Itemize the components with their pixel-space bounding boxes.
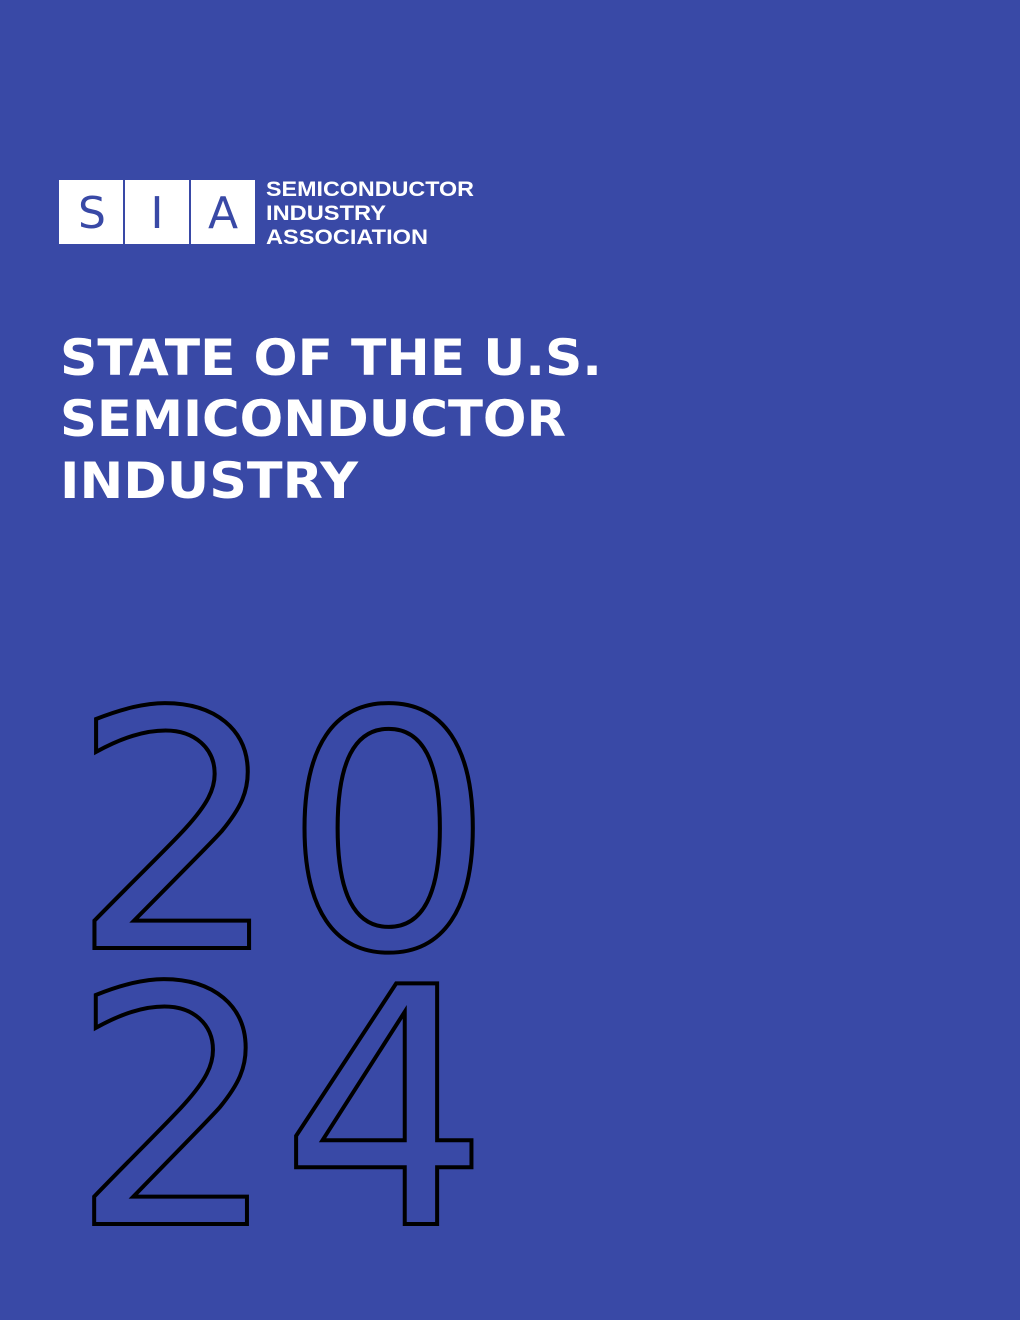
year-line: 20	[70, 642, 495, 1026]
title-line: STATE OF THE U.S.	[60, 329, 602, 387]
logo-text: SEMICONDUCTOR	[266, 178, 474, 201]
year: 20 24	[68, 640, 497, 1304]
logo-letter: A	[208, 188, 238, 239]
logo-letter: S	[78, 188, 106, 239]
title: STATE OF THE U.S. SEMICONDUCTOR INDUSTRY	[60, 329, 602, 510]
title-line: INDUSTRY	[60, 452, 359, 510]
logo-letter: I	[151, 188, 164, 239]
logo-box	[59, 180, 255, 244]
logo-text: INDUSTRY	[266, 202, 386, 225]
logo: S I A SEMICONDUCTOR INDUSTRY ASSOCIATION	[59, 178, 474, 249]
title-line: SEMICONDUCTOR	[60, 390, 566, 448]
logo-text: ASSOCIATION	[266, 226, 428, 249]
year-line: 24	[70, 918, 490, 1302]
